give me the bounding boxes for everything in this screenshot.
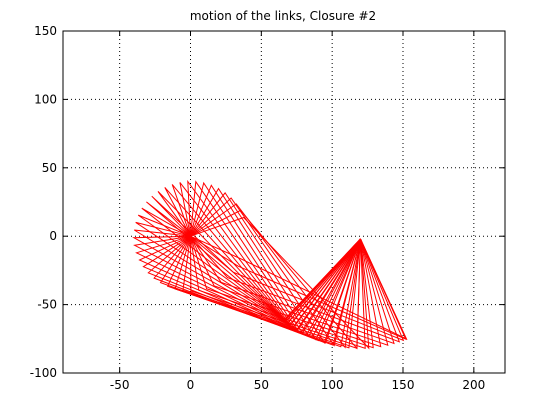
linkage-position (190, 235, 408, 340)
linkage-position (190, 235, 405, 342)
linkage-position (190, 235, 395, 345)
y-tick-label: 100 (34, 92, 57, 106)
x-tick-label: 100 (321, 378, 344, 392)
linkage-plot (132, 179, 408, 350)
y-tick-label: 50 (42, 161, 57, 175)
chart-title: motion of the links, Closure #2 (190, 9, 376, 23)
x-tick-label: 200 (462, 378, 485, 392)
x-tick-label: 0 (187, 378, 195, 392)
x-tick-label: 150 (392, 378, 415, 392)
linkage-position (133, 229, 361, 326)
linkage-position (190, 192, 361, 344)
y-tick-label: -50 (37, 298, 57, 312)
x-tick-label: 50 (254, 378, 269, 392)
linkage-position (138, 235, 361, 336)
axes-box (62, 30, 506, 374)
y-tick-label: 0 (49, 229, 57, 243)
linkage-position (141, 207, 361, 321)
linkage-position (133, 235, 361, 331)
linkage-position (182, 236, 361, 349)
x-tick-label: -50 (110, 378, 130, 392)
linkage-position (190, 184, 361, 338)
linkage-position (190, 197, 361, 347)
linkage-position (132, 235, 361, 328)
y-tick-label: 150 (34, 24, 57, 38)
linkage-position (190, 235, 389, 346)
linkage-position (174, 236, 361, 349)
y-tick-label: -100 (30, 366, 57, 380)
ticks: -50 0 50 100 150 200 -100 -50 0 50 100 150 (30, 24, 505, 392)
linkage-position (142, 235, 361, 339)
linkage-position (190, 235, 401, 343)
linkage-position (190, 236, 366, 350)
linkage-position (190, 187, 361, 341)
linkage-position (190, 236, 382, 348)
linkage-position (190, 203, 361, 349)
linkage-position (135, 221, 361, 324)
linkage-position (166, 235, 361, 348)
linkage-position (190, 236, 374, 349)
linkage-position (190, 181, 361, 334)
linkage-position (190, 216, 370, 350)
